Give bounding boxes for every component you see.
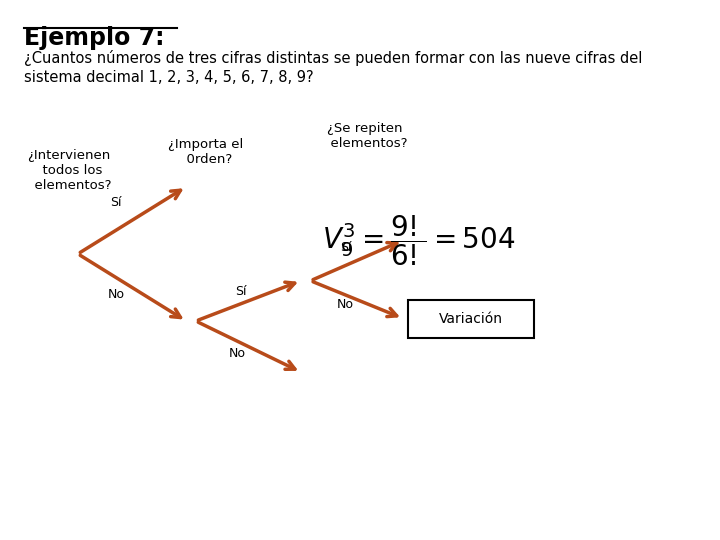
Text: ¿Se repiten
  elementos?: ¿Se repiten elementos? bbox=[322, 122, 408, 150]
Text: ¿Intervienen
  todos los
  elementos?: ¿Intervienen todos los elementos? bbox=[25, 149, 111, 192]
FancyBboxPatch shape bbox=[408, 300, 534, 338]
Text: ¿Cuantos números de tres cifras distintas se pueden formar con las nueve cifras : ¿Cuantos números de tres cifras distinta… bbox=[24, 50, 642, 66]
Text: Variación: Variación bbox=[439, 312, 503, 326]
Text: No: No bbox=[337, 299, 354, 312]
Text: sistema decimal 1, 2, 3, 4, 5, 6, 7, 8, 9?: sistema decimal 1, 2, 3, 4, 5, 6, 7, 8, … bbox=[24, 70, 313, 85]
Text: No: No bbox=[229, 347, 246, 360]
Text: ¿Importa el
  0rden?: ¿Importa el 0rden? bbox=[168, 138, 243, 166]
Text: Sí: Sí bbox=[235, 285, 246, 298]
Text: Sí: Sí bbox=[340, 241, 351, 254]
FancyBboxPatch shape bbox=[0, 0, 645, 540]
Text: No: No bbox=[107, 288, 125, 301]
Text: Ejemplo 7:: Ejemplo 7: bbox=[24, 25, 164, 50]
Text: $V_9^3 = \dfrac{9!}{6!} = 504$: $V_9^3 = \dfrac{9!}{6!} = 504$ bbox=[322, 213, 516, 268]
Text: Sí: Sí bbox=[110, 197, 122, 210]
